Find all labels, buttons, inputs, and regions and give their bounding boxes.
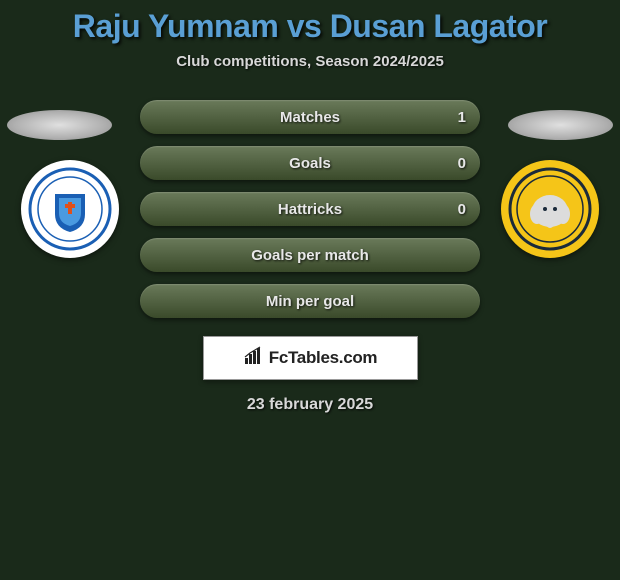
brand-box: FcTables.com [203, 336, 418, 380]
stat-rows: Matches 1 Goals 0 Hattricks 0 Goals per … [140, 100, 480, 318]
stat-value-right: 0 [458, 201, 466, 218]
stat-label: Hattricks [278, 201, 342, 218]
chart-icon [243, 346, 265, 371]
comparison-card: Raju Yumnam vs Dusan Lagator Club compet… [0, 0, 620, 414]
stat-label: Goals [289, 155, 331, 172]
stat-value-right: 0 [458, 155, 466, 172]
club-logo-right [501, 160, 599, 258]
jamshedpur-crest-icon [27, 166, 113, 252]
stat-label: Min per goal [266, 293, 354, 310]
player-avatar-left [7, 110, 112, 140]
kerala-blasters-crest-icon [507, 166, 593, 252]
brand-text: FcTables.com [269, 348, 378, 368]
stat-label: Matches [280, 109, 340, 126]
player-avatar-right [508, 110, 613, 140]
subtitle: Club competitions, Season 2024/2025 [0, 53, 620, 70]
stat-row-hattricks: Hattricks 0 [140, 192, 480, 226]
date-text: 23 february 2025 [0, 396, 620, 414]
page-title: Raju Yumnam vs Dusan Lagator [0, 8, 620, 45]
stat-label: Goals per match [251, 247, 369, 264]
stat-row-matches: Matches 1 [140, 100, 480, 134]
stat-row-goals: Goals 0 [140, 146, 480, 180]
stat-row-goals-per-match: Goals per match [140, 238, 480, 272]
stat-row-min-per-goal: Min per goal [140, 284, 480, 318]
club-logo-left [21, 160, 119, 258]
stats-area: Matches 1 Goals 0 Hattricks 0 Goals per … [0, 100, 620, 414]
stat-value-right: 1 [458, 109, 466, 126]
